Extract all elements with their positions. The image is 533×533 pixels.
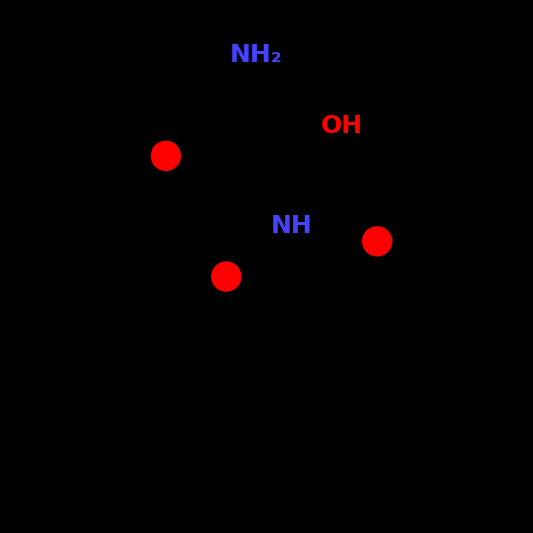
- Text: OH: OH: [321, 114, 363, 138]
- Text: O: O: [216, 264, 237, 288]
- Text: NH₂: NH₂: [230, 43, 283, 67]
- Text: NH: NH: [271, 214, 312, 238]
- Text: O: O: [155, 144, 176, 168]
- Text: O: O: [367, 229, 388, 253]
